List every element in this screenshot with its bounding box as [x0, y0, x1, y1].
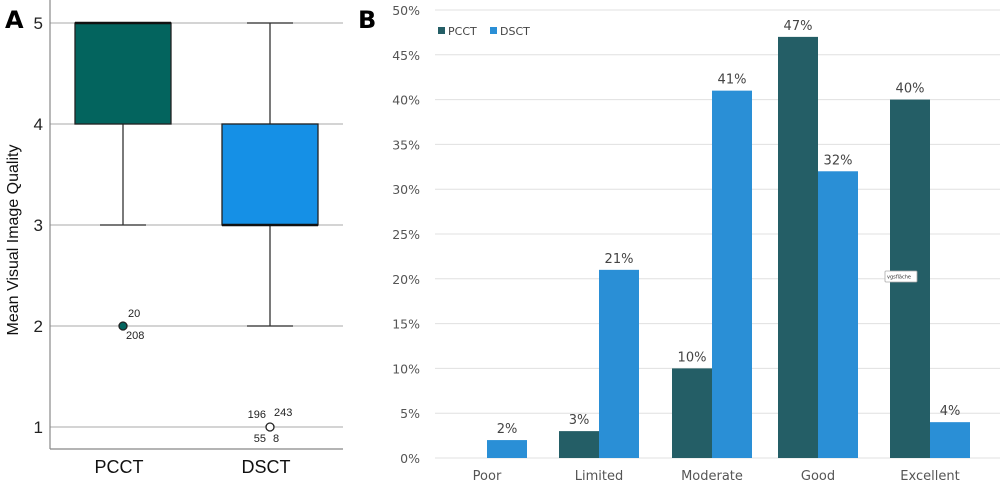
annotation-box	[884, 270, 918, 283]
panel-b-barchart: B 0% 5% 10% 15% 20% 25% 30% 35% 40% 45% 50% 2% Poor 3…	[358, 3, 1000, 484]
data-label: 47%	[784, 19, 813, 34]
panel-a-boxplot: A Mean Visual Image Quality 1 2 3 4 5 PCCT 20 2…	[5, 0, 343, 477]
bar-dsct-poor	[487, 440, 527, 458]
outlier-label: 55	[254, 433, 266, 445]
data-label: 10%	[678, 350, 707, 365]
legend-swatch-pcct	[438, 27, 445, 34]
y-tick-label: 10%	[392, 361, 420, 376]
y-tick-label: 50%	[392, 3, 420, 18]
y-tick-label: 35%	[392, 137, 420, 152]
y-tick-label: 15%	[392, 317, 420, 332]
data-label: 21%	[605, 252, 634, 267]
data-label: 32%	[824, 153, 853, 168]
bar-dsct-excellent	[930, 422, 970, 458]
annotation-label: vgsfläche	[887, 275, 911, 281]
x-category-label: Moderate	[681, 469, 743, 484]
x-category-label: Excellent	[900, 469, 959, 484]
y-tick-label: 45%	[392, 48, 420, 63]
legend-swatch-dsct	[490, 27, 497, 34]
data-label: 41%	[718, 73, 747, 88]
y-tick-label: 30%	[392, 182, 420, 197]
x-category-label: Good	[801, 469, 835, 484]
outlier-point	[265, 422, 275, 432]
y-tick-label: 20%	[392, 272, 420, 287]
outlier-label: 8	[273, 433, 279, 445]
legend-label: PCCT	[448, 25, 477, 38]
bar-pcct-good	[778, 36, 818, 458]
bar-dsct-moderate	[712, 90, 752, 458]
data-label: 3%	[569, 413, 590, 428]
bar-dsct-limited	[599, 269, 639, 458]
bar-dsct-good	[818, 171, 858, 458]
data-label: 2%	[497, 422, 518, 437]
bar-pcct-limited	[559, 431, 599, 458]
box-dsct	[221, 123, 319, 226]
data-label: 40%	[896, 82, 925, 97]
y-tick-label: 0%	[400, 451, 420, 466]
panel-letter-a: A	[5, 6, 24, 34]
outlier-label: 20	[128, 308, 140, 320]
outlier-point	[118, 321, 128, 331]
y-tick-label: 25%	[392, 227, 420, 242]
data-label: 4%	[940, 404, 961, 419]
outlier-label: 196	[248, 409, 266, 421]
y-tick-label: 1	[34, 418, 43, 437]
y-tick-label: 5%	[400, 406, 420, 421]
panel-letter-b: B	[358, 6, 376, 34]
y-tick-label: 40%	[392, 93, 420, 108]
x-category-label: PCCT	[95, 457, 144, 477]
y-tick-label: 4	[34, 115, 43, 134]
legend-label: DSCT	[500, 25, 530, 38]
y-axis-label: Mean Visual Image Quality	[5, 145, 22, 336]
bar-pcct-moderate	[672, 368, 712, 458]
y-tick-label: 2	[34, 317, 43, 336]
outlier-label: 243	[274, 407, 292, 419]
x-category-label: DSCT	[242, 457, 291, 477]
outlier-label: 208	[126, 330, 144, 342]
box-pcct	[74, 22, 172, 125]
y-tick-label: 5	[34, 14, 43, 33]
x-category-label: Poor	[473, 469, 502, 484]
y-tick-label: 3	[34, 216, 43, 235]
x-category-label: Limited	[575, 469, 623, 484]
